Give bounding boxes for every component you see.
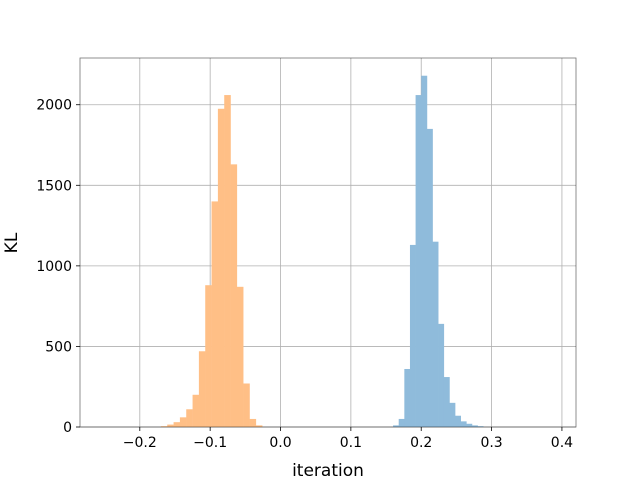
histogram-bar <box>398 418 405 427</box>
x-tick-label: 0.2 <box>410 435 432 451</box>
x-tick-label: 0.4 <box>551 435 573 451</box>
y-tick-label: 1000 <box>36 259 72 275</box>
histogram-bar <box>243 383 250 427</box>
histogram-bar <box>460 421 467 427</box>
histogram-bar <box>192 394 200 427</box>
histogram-bar <box>426 128 433 427</box>
x-axis-ticks: −0.2 −0.1 0.0 0.1 0.2 0.3 0.4 <box>123 427 573 451</box>
histogram-bar <box>224 95 231 428</box>
histogram-bar <box>404 368 411 427</box>
y-axis-label: KL <box>2 232 22 253</box>
x-tick-label: −0.2 <box>123 435 157 451</box>
histogram-bar <box>217 108 225 428</box>
x-tick-label: 0.0 <box>269 435 291 451</box>
histogram-bar <box>454 415 461 427</box>
histogram-bar <box>186 409 193 427</box>
histogram-bar <box>255 425 263 427</box>
series-1 <box>393 75 484 428</box>
histogram-bar <box>421 75 428 428</box>
histogram-bar <box>173 422 181 427</box>
x-tick-label: 0.3 <box>480 435 502 451</box>
y-tick-label: 2000 <box>36 98 72 114</box>
histogram-bar <box>167 424 174 427</box>
histogram-bar <box>179 417 187 427</box>
y-tick-label: 1500 <box>36 178 72 194</box>
plot-frame <box>79 57 577 428</box>
histogram-bar <box>466 423 473 427</box>
histogram-bar <box>409 244 416 427</box>
histogram-bar <box>432 241 439 427</box>
histogram-bar <box>198 351 206 427</box>
grid <box>80 58 576 428</box>
series-0 <box>160 95 263 428</box>
y-tick-label: 0 <box>63 420 72 436</box>
bars <box>160 75 484 428</box>
histogram-bar <box>160 426 168 427</box>
y-tick-label: 500 <box>45 339 72 355</box>
histogram-bar <box>230 164 238 427</box>
y-axis-ticks: 0 500 1000 1500 2000 <box>36 98 80 436</box>
x-axis-label: iteration <box>292 461 364 480</box>
histogram-bar <box>205 285 212 427</box>
histogram-bar <box>471 425 478 427</box>
histogram-bar <box>477 426 484 427</box>
histogram-bar <box>211 201 219 427</box>
histogram-bar <box>236 286 244 427</box>
histogram-bar <box>438 323 445 427</box>
histogram-bar <box>393 425 400 427</box>
histogram-bar <box>249 418 257 427</box>
x-tick-label: 0.1 <box>340 435 362 451</box>
histogram-bar <box>449 402 456 427</box>
x-tick-label: −0.1 <box>193 435 227 451</box>
histogram-bar <box>443 377 450 427</box>
histogram-bar <box>415 95 422 428</box>
